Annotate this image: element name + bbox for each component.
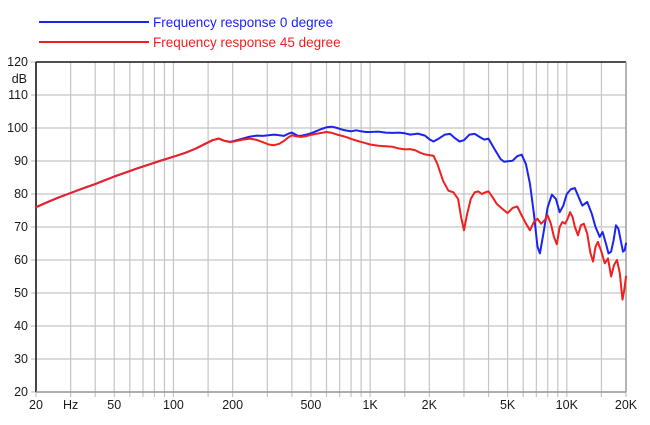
x-tick-label: 100 — [163, 398, 184, 412]
x-tick-label: 20K — [615, 398, 638, 412]
y-tick-label: 20 — [14, 385, 28, 399]
y-tick-label: 80 — [14, 187, 28, 201]
plot-frame — [35, 61, 627, 393]
y-tick-label: 60 — [14, 253, 28, 267]
y-axis-labels: 120 110 100 90 80 70 60 50 40 30 20 dB — [7, 55, 28, 399]
legend-label-45deg: Frequency response 45 degree — [153, 35, 341, 50]
y-tick-label: 100 — [7, 121, 28, 135]
legend: Frequency response 0 degree Frequency re… — [39, 15, 341, 50]
x-tick-label: 2K — [422, 398, 438, 412]
x-tick-label: 500 — [300, 398, 321, 412]
x-tick-label: 10K — [556, 398, 579, 412]
y-tick-label: 120 — [7, 55, 28, 69]
x-tick-label: 50 — [107, 398, 121, 412]
y-axis-unit-label: dB — [12, 72, 27, 86]
series-curve-0deg — [35, 125, 627, 255]
series-curve-45deg — [35, 131, 627, 301]
y-tick-label: 40 — [14, 319, 28, 333]
x-axis-labels: 20 Hz 50 100 200 500 1K 2K 5K 10K 20K — [29, 398, 638, 412]
y-tick-label: 90 — [14, 154, 28, 168]
x-tick-label: 1K — [362, 398, 378, 412]
x-tick-label: 5K — [500, 398, 516, 412]
y-tick-label: 110 — [8, 88, 28, 102]
y-tick-label: 50 — [14, 286, 28, 300]
y-tick-label: 70 — [14, 220, 28, 234]
x-tick-label: Hz — [63, 398, 78, 412]
y-tick-label: 30 — [14, 352, 28, 366]
data-series — [35, 125, 627, 301]
x-tick-label: 20 — [29, 398, 43, 412]
legend-label-0deg: Frequency response 0 degree — [153, 15, 333, 30]
grid-lines — [31, 61, 627, 397]
x-tick-label: 200 — [222, 398, 243, 412]
